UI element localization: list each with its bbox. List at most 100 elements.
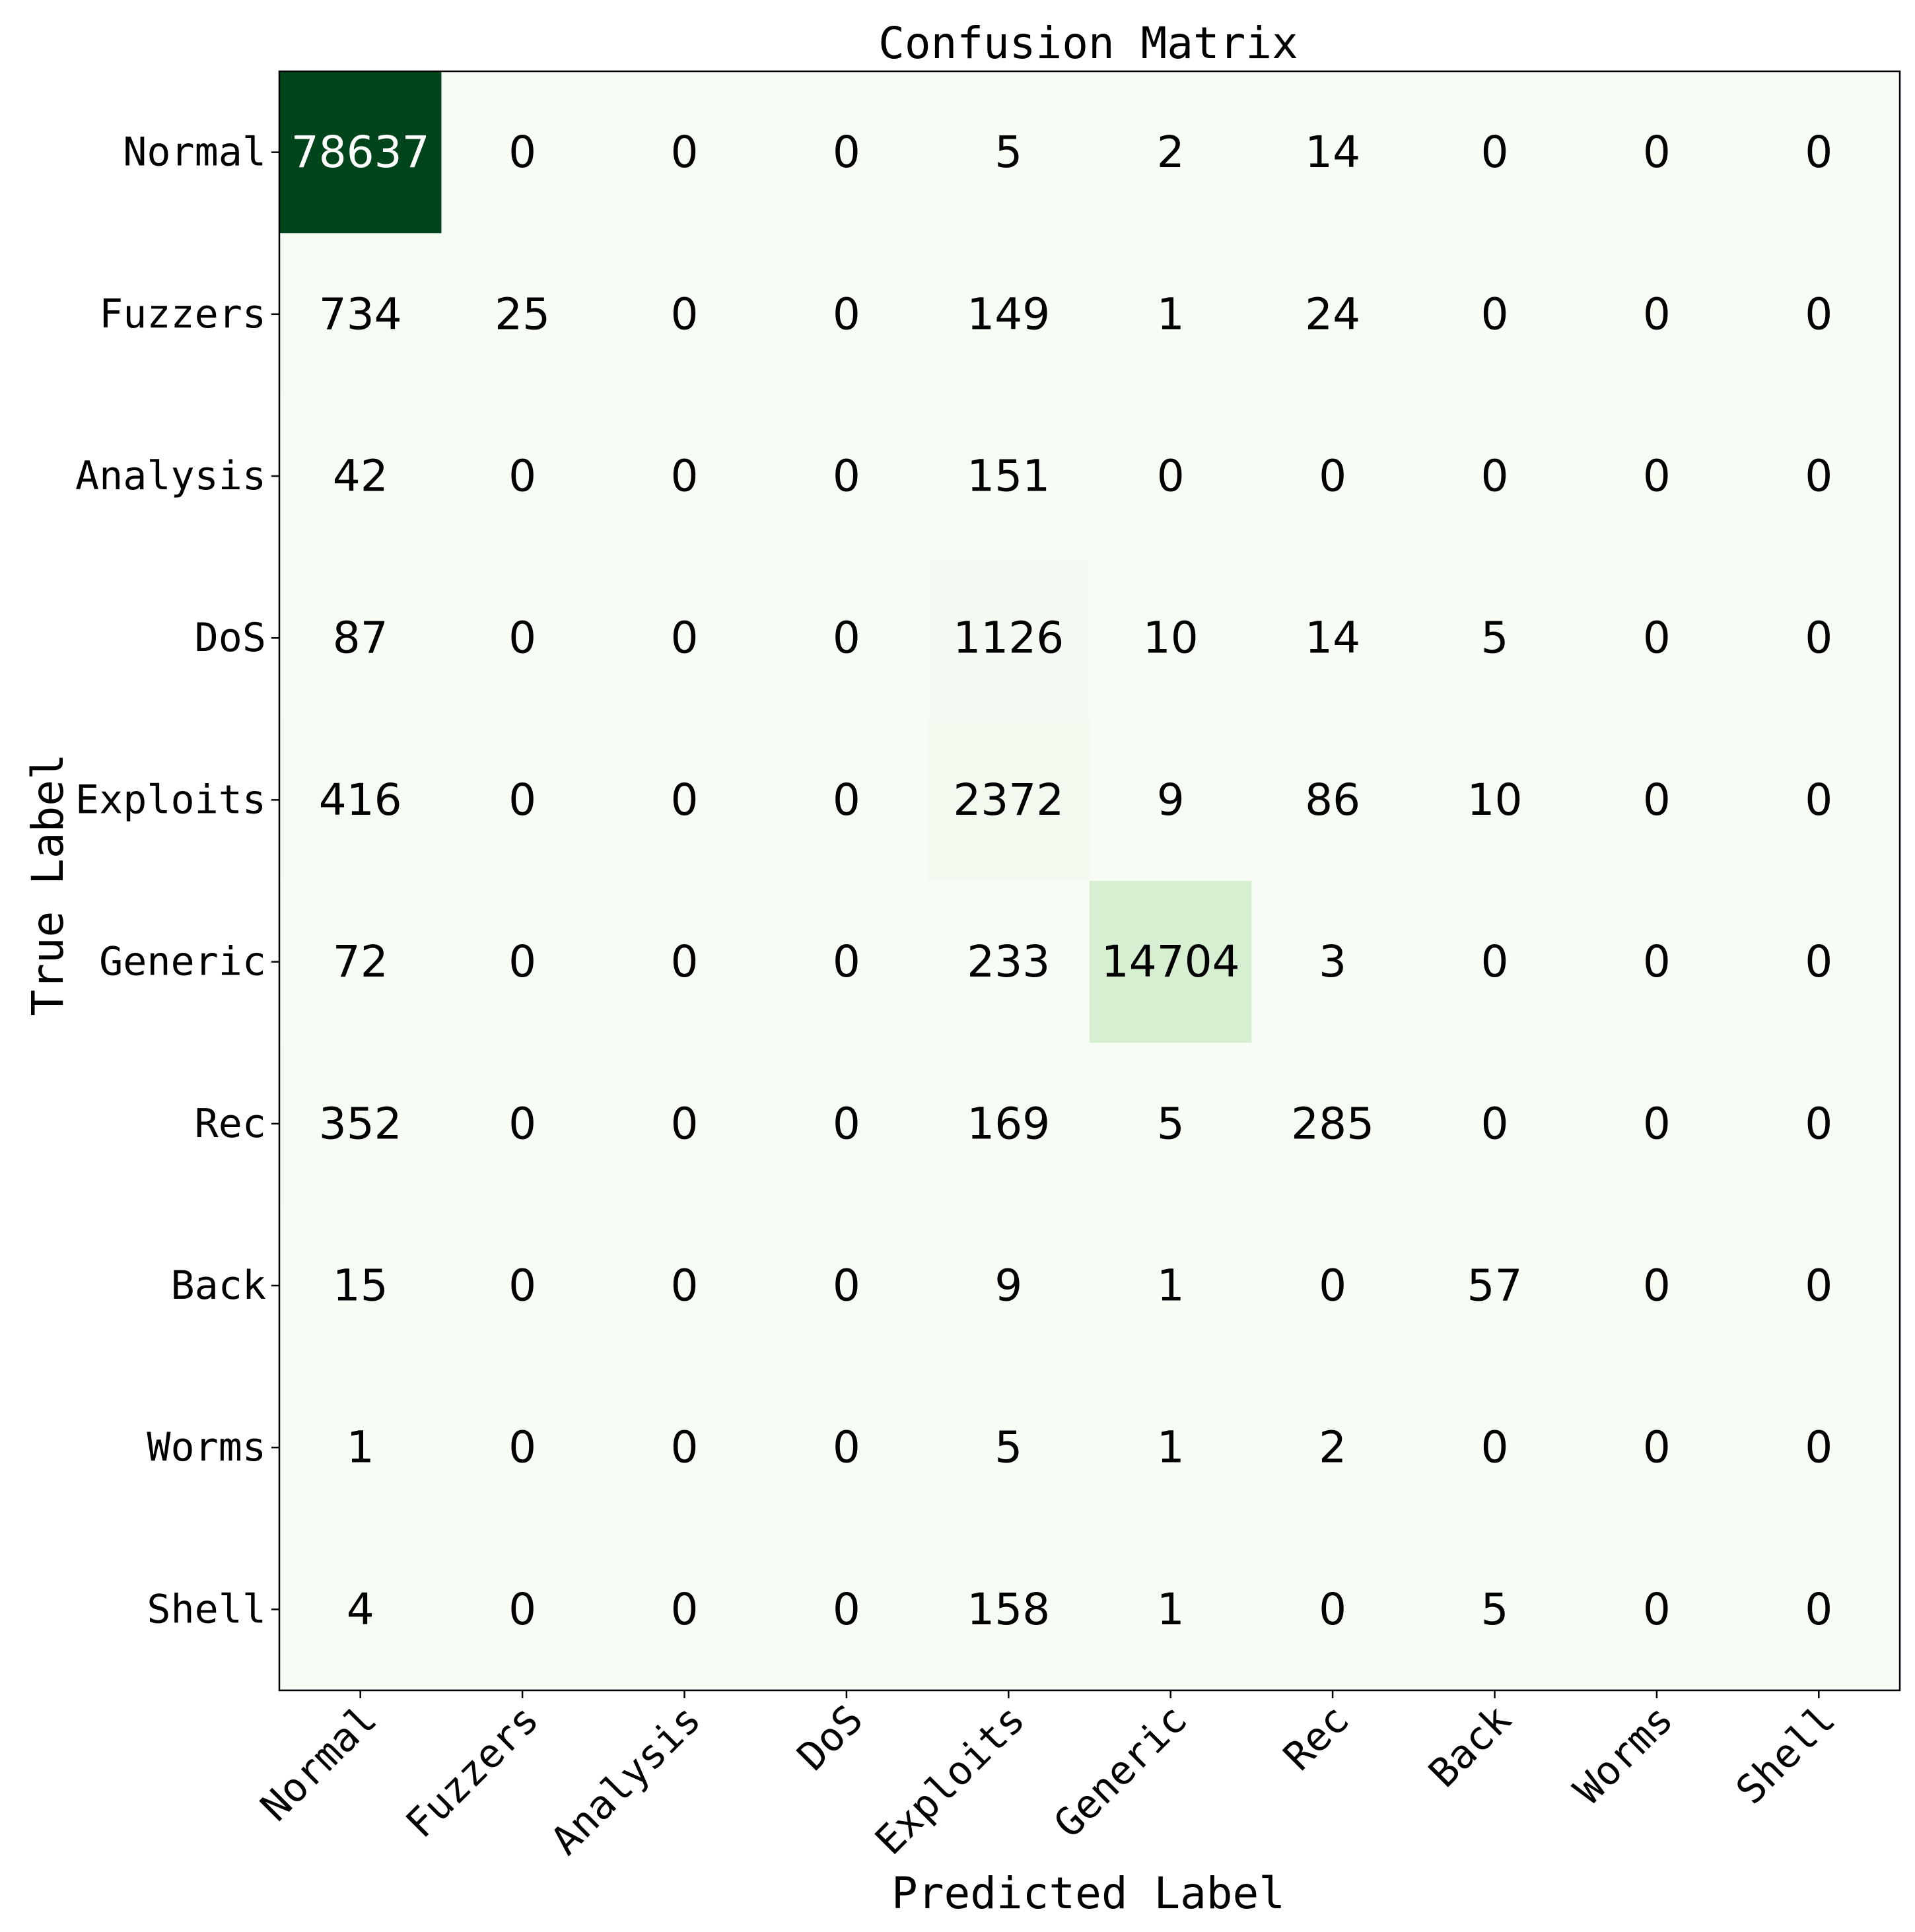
heatmap-cell-rec-worms — [1576, 1043, 1739, 1205]
cell-value-label: 0 — [508, 613, 536, 664]
cell-value-label: 0 — [833, 775, 860, 825]
heatmap-cell-generic-shell — [1737, 881, 1900, 1043]
chart-title: Confusion Matrix — [878, 18, 1298, 69]
cell-value-label: 0 — [1805, 775, 1832, 825]
x-tick-label-shell: Shell — [1727, 1696, 1844, 1813]
cell-value-label: 0 — [1643, 289, 1671, 339]
cell-value-label: 14 — [1305, 613, 1360, 664]
cell-value-label: 0 — [671, 1422, 699, 1473]
x-axis-label: Predicted Label — [891, 1868, 1285, 1919]
heatmap-cell-dos-rec — [1251, 557, 1414, 720]
heatmap-cell-shell-back — [1413, 1528, 1576, 1691]
y-tick-label-exploits: Exploits — [75, 776, 266, 823]
cell-value-label: 158 — [967, 1584, 1050, 1635]
heatmap-cell-worms-analysis — [603, 1366, 766, 1529]
heatmap-cell-back-normal — [279, 1204, 442, 1367]
cell-value-label: 0 — [833, 1422, 860, 1473]
heatmap-cell-analysis-exploits — [927, 395, 1090, 558]
cell-value-label: 285 — [1291, 1098, 1374, 1149]
heatmap-cell-rec-fuzzers — [441, 1043, 604, 1205]
heatmap-cell-normal-generic — [1090, 71, 1252, 234]
cell-value-label: 0 — [1481, 289, 1509, 339]
cell-value-label: 0 — [1805, 1098, 1832, 1149]
heatmap-cell-worms-generic — [1090, 1366, 1252, 1529]
cell-value-label: 2372 — [953, 775, 1064, 825]
cell-value-label: 0 — [1319, 1584, 1346, 1635]
cell-value-label: 0 — [833, 1260, 860, 1311]
x-tick-label-back: Back — [1420, 1696, 1520, 1797]
heatmap-cell-fuzzers-normal — [279, 233, 442, 396]
cell-value-label: 57 — [1467, 1260, 1523, 1311]
heatmap-cell-back-worms — [1576, 1204, 1739, 1367]
cell-value-label: 0 — [1481, 127, 1509, 178]
x-tick-label-exploits: Exploits — [866, 1696, 1034, 1864]
heatmap-cell-dos-normal — [279, 557, 442, 720]
heatmap-cell-analysis-dos — [765, 395, 928, 558]
heatmap-cell-analysis-worms — [1576, 395, 1739, 558]
cell-value-label: 0 — [1805, 127, 1832, 178]
cell-value-label: 0 — [1643, 1098, 1671, 1149]
heatmap-cell-fuzzers-exploits — [927, 233, 1090, 396]
heatmap-cell-shell-normal — [279, 1528, 442, 1691]
cell-value-label: 1 — [1157, 1422, 1185, 1473]
y-tick-label-generic: Generic — [99, 939, 266, 985]
cell-value-label: 0 — [508, 1260, 536, 1311]
heatmap-cell-rec-dos — [765, 1043, 928, 1205]
heatmap-cell-normal-fuzzers — [441, 71, 604, 234]
cell-value-label: 2 — [1319, 1422, 1346, 1473]
heatmap-cell-shell-analysis — [603, 1528, 766, 1691]
x-tick-label-generic: Generic — [1045, 1696, 1196, 1847]
heatmap-cell-exploits-analysis — [603, 718, 766, 881]
cell-value-label: 78637 — [291, 127, 430, 178]
y-tick-label-worms: Worms — [147, 1424, 266, 1470]
y-tick-label-shell: Shell — [147, 1586, 266, 1632]
cell-value-label: 0 — [833, 127, 860, 178]
heatmap-cell-rec-exploits — [927, 1043, 1090, 1205]
heatmap-cell-exploits-exploits — [927, 718, 1090, 881]
heatmap-cell-normal-rec — [1251, 71, 1414, 234]
cell-value-label: 0 — [1643, 936, 1671, 987]
heatmap-cell-fuzzers-analysis — [603, 233, 766, 396]
cell-value-label: 0 — [508, 1584, 536, 1635]
cell-value-label: 0 — [1157, 451, 1185, 502]
cell-value-label: 72 — [333, 936, 388, 987]
heatmap-cell-fuzzers-generic — [1090, 233, 1252, 396]
cell-value-label: 1 — [347, 1422, 374, 1473]
cell-value-label: 0 — [508, 127, 536, 178]
plot-frame — [278, 70, 1901, 1692]
heatmap-cell-exploits-worms — [1576, 718, 1739, 881]
heatmap-cell-rec-generic — [1090, 1043, 1252, 1205]
cell-value-label: 0 — [1643, 1260, 1671, 1311]
heatmap-cell-normal-worms — [1576, 71, 1739, 234]
cell-value-label: 0 — [1481, 1422, 1509, 1473]
cell-value-label: 0 — [671, 1584, 699, 1635]
heatmap-cell-rec-normal — [279, 1043, 442, 1205]
heatmap-cell-dos-back — [1413, 557, 1576, 720]
cell-value-label: 0 — [671, 613, 699, 664]
y-tick-label-rec: Rec — [195, 1101, 266, 1147]
heatmap-cell-exploits-rec — [1251, 718, 1414, 881]
heatmap-cell-rec-back — [1413, 1043, 1576, 1205]
cell-value-label: 14704 — [1101, 936, 1240, 987]
cell-value-label: 0 — [508, 1422, 536, 1473]
x-tick-label-rec: Rec — [1275, 1696, 1358, 1779]
heatmap-cell-generic-back — [1413, 881, 1576, 1043]
cell-value-label: 1 — [1157, 289, 1185, 339]
cell-value-label: 15 — [333, 1260, 388, 1311]
heatmap-cell-fuzzers-rec — [1251, 233, 1414, 396]
heatmap-cell-exploits-generic — [1090, 718, 1252, 881]
x-tick-label-analysis: Analysis — [542, 1696, 710, 1864]
heatmap-cell-dos-worms — [1576, 557, 1739, 720]
y-tick-label-dos: DoS — [195, 615, 266, 661]
cell-value-label: 24 — [1305, 289, 1360, 339]
cell-value-label: 352 — [319, 1098, 402, 1149]
cell-value-label: 0 — [1805, 936, 1832, 987]
heatmap-cell-shell-shell — [1737, 1528, 1900, 1691]
heatmap-cell-back-back — [1413, 1204, 1576, 1367]
cell-value-label: 0 — [833, 1584, 860, 1635]
heatmap-cell-worms-worms — [1576, 1366, 1739, 1529]
heatmap-cell-shell-exploits — [927, 1528, 1090, 1691]
y-tick-label-analysis: Analysis — [75, 453, 266, 499]
y-tick-label-back: Back — [171, 1262, 267, 1309]
heatmap-cell-dos-shell — [1737, 557, 1900, 720]
